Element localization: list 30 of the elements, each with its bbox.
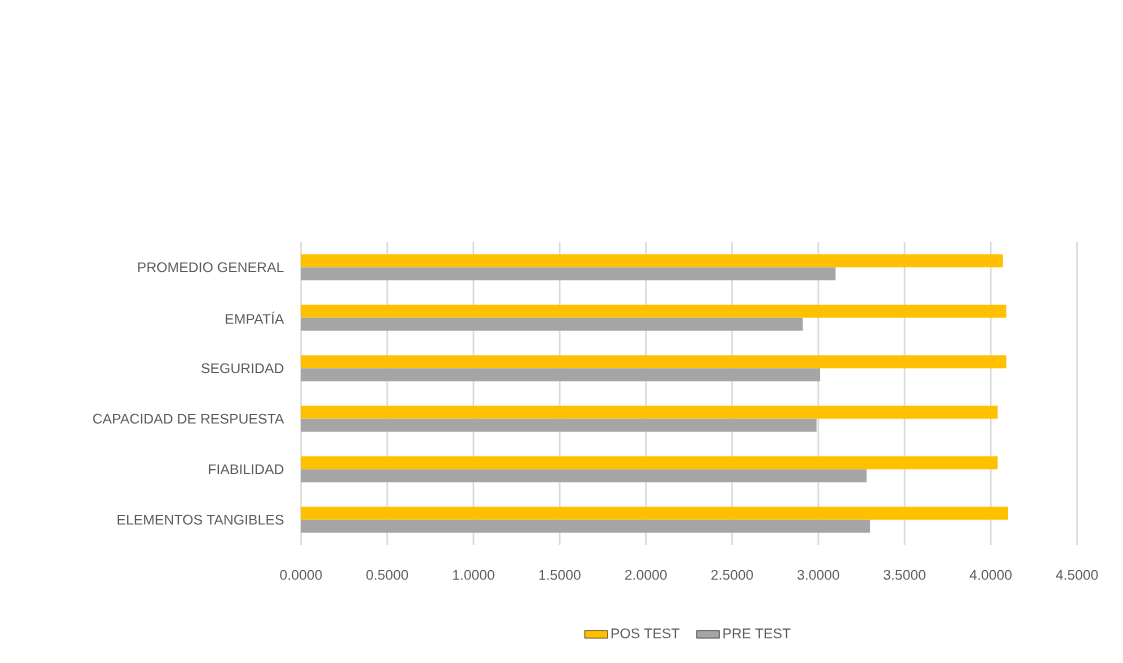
bar	[301, 456, 998, 470]
bar	[301, 304, 1007, 318]
x-tick-label: 4.0000	[969, 569, 1012, 580]
bar	[301, 405, 998, 419]
x-tick-label: 1.5000	[539, 569, 581, 580]
x-tick-label: 3.5000	[883, 569, 926, 580]
bar	[301, 506, 1009, 520]
legend-label: PRE TEST	[723, 628, 791, 639]
x-tick-label: 0.5000	[366, 569, 409, 580]
y-tick-label: ELEMENTOS TANGIBLES	[117, 514, 284, 525]
bar	[301, 418, 817, 432]
bar	[301, 368, 821, 382]
x-tick-label: 1.0000	[453, 569, 495, 580]
bar	[301, 469, 867, 483]
y-tick-label: EMPATÍA	[225, 311, 285, 324]
y-tick-label: FIABILIDAD	[208, 464, 284, 475]
y-tick-label: CAPACIDAD DE RESPUESTA	[93, 413, 285, 424]
y-tick-label: PROMEDIO GENERAL	[138, 262, 284, 273]
x-tick-label: 3.0000	[797, 569, 840, 580]
bar	[301, 519, 871, 533]
bar	[301, 267, 836, 281]
x-tick-label: 2.5000	[711, 569, 753, 580]
y-tick-label: SEGURIDAD	[201, 363, 284, 374]
x-tick-label: 2.0000	[625, 569, 667, 580]
bar	[301, 355, 1007, 369]
x-tick-label: 4.5000	[1055, 569, 1098, 580]
x-tick-label: 0.0000	[280, 569, 322, 580]
bar	[301, 317, 803, 331]
bar	[301, 254, 1003, 268]
legend-label: POS TEST	[611, 628, 680, 639]
